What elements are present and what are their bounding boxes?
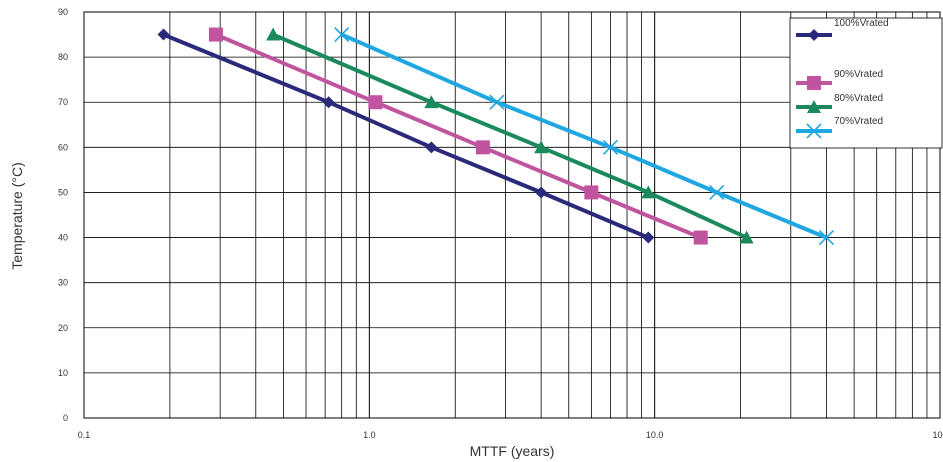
y-tick-label: 20 — [58, 323, 68, 333]
tick-labels: 0 10 20 30 40 50 60 70 80 90 0.1 1.0 10.0 100 — [58, 7, 943, 440]
y-tick-label: 60 — [58, 142, 68, 152]
y-tick-label: 40 — [58, 233, 68, 243]
data-point — [334, 26, 350, 43]
legend-label: 70%Vrated — [834, 116, 883, 127]
plot-frame — [83, 11, 941, 419]
data-point — [806, 123, 822, 139]
data-point — [584, 185, 599, 200]
data-point — [818, 229, 835, 246]
y-axis-title: Temperature (°C) — [9, 162, 25, 270]
data-point — [475, 140, 490, 155]
x-axis-title: MTTF (years) — [470, 443, 555, 459]
data-point — [266, 27, 281, 41]
data-point — [808, 29, 820, 41]
y-tick-label: 90 — [58, 7, 68, 17]
data-point — [368, 95, 383, 110]
y-tick-label: 50 — [58, 187, 68, 197]
data-series — [157, 26, 835, 246]
data-point — [807, 100, 821, 113]
series-90%Vrated — [208, 27, 708, 245]
data-point — [709, 184, 725, 201]
legend-item-80%Vrated: 80%Vrated — [796, 93, 883, 113]
data-point — [641, 185, 656, 199]
y-tick-label: 0 — [63, 413, 68, 423]
legend-label: 80%Vrated — [834, 93, 883, 104]
legend-label: 90%Vrated — [834, 69, 883, 80]
data-point — [535, 186, 548, 199]
data-point — [424, 95, 439, 109]
y-tick-label: 70 — [58, 97, 68, 107]
series-100%Vrated — [157, 28, 655, 244]
data-point — [807, 76, 821, 90]
y-tick-label: 80 — [58, 52, 68, 62]
data-point — [157, 28, 170, 41]
data-point — [739, 230, 754, 244]
y-tick-label: 30 — [58, 278, 68, 288]
data-point — [425, 141, 438, 154]
x-tick-label: 0.1 — [78, 430, 91, 440]
data-point — [489, 94, 505, 110]
data-point — [602, 139, 619, 155]
legend: 100%Vrated 90%Vrated 80%Vrated 70%Vrated — [789, 17, 943, 149]
legend-item-90%Vrated: 90%Vrated — [796, 69, 883, 90]
data-point — [208, 27, 223, 42]
data-point — [693, 230, 708, 245]
legend-item-100%Vrated: 100%Vrated — [796, 18, 889, 41]
x-tick-label: 100 — [932, 430, 943, 440]
x-tick-label: 1.0 — [363, 430, 376, 440]
x-tick-label: 10.0 — [646, 430, 664, 440]
data-point — [534, 140, 549, 154]
legend-item-70%Vrated: 70%Vrated — [796, 116, 883, 139]
legend-label: 100%Vrated — [834, 18, 889, 29]
y-tick-label: 10 — [58, 368, 68, 378]
series-80%Vrated — [266, 27, 754, 244]
data-point — [322, 96, 335, 109]
series-70%Vrated — [334, 26, 835, 246]
data-point — [642, 231, 655, 244]
